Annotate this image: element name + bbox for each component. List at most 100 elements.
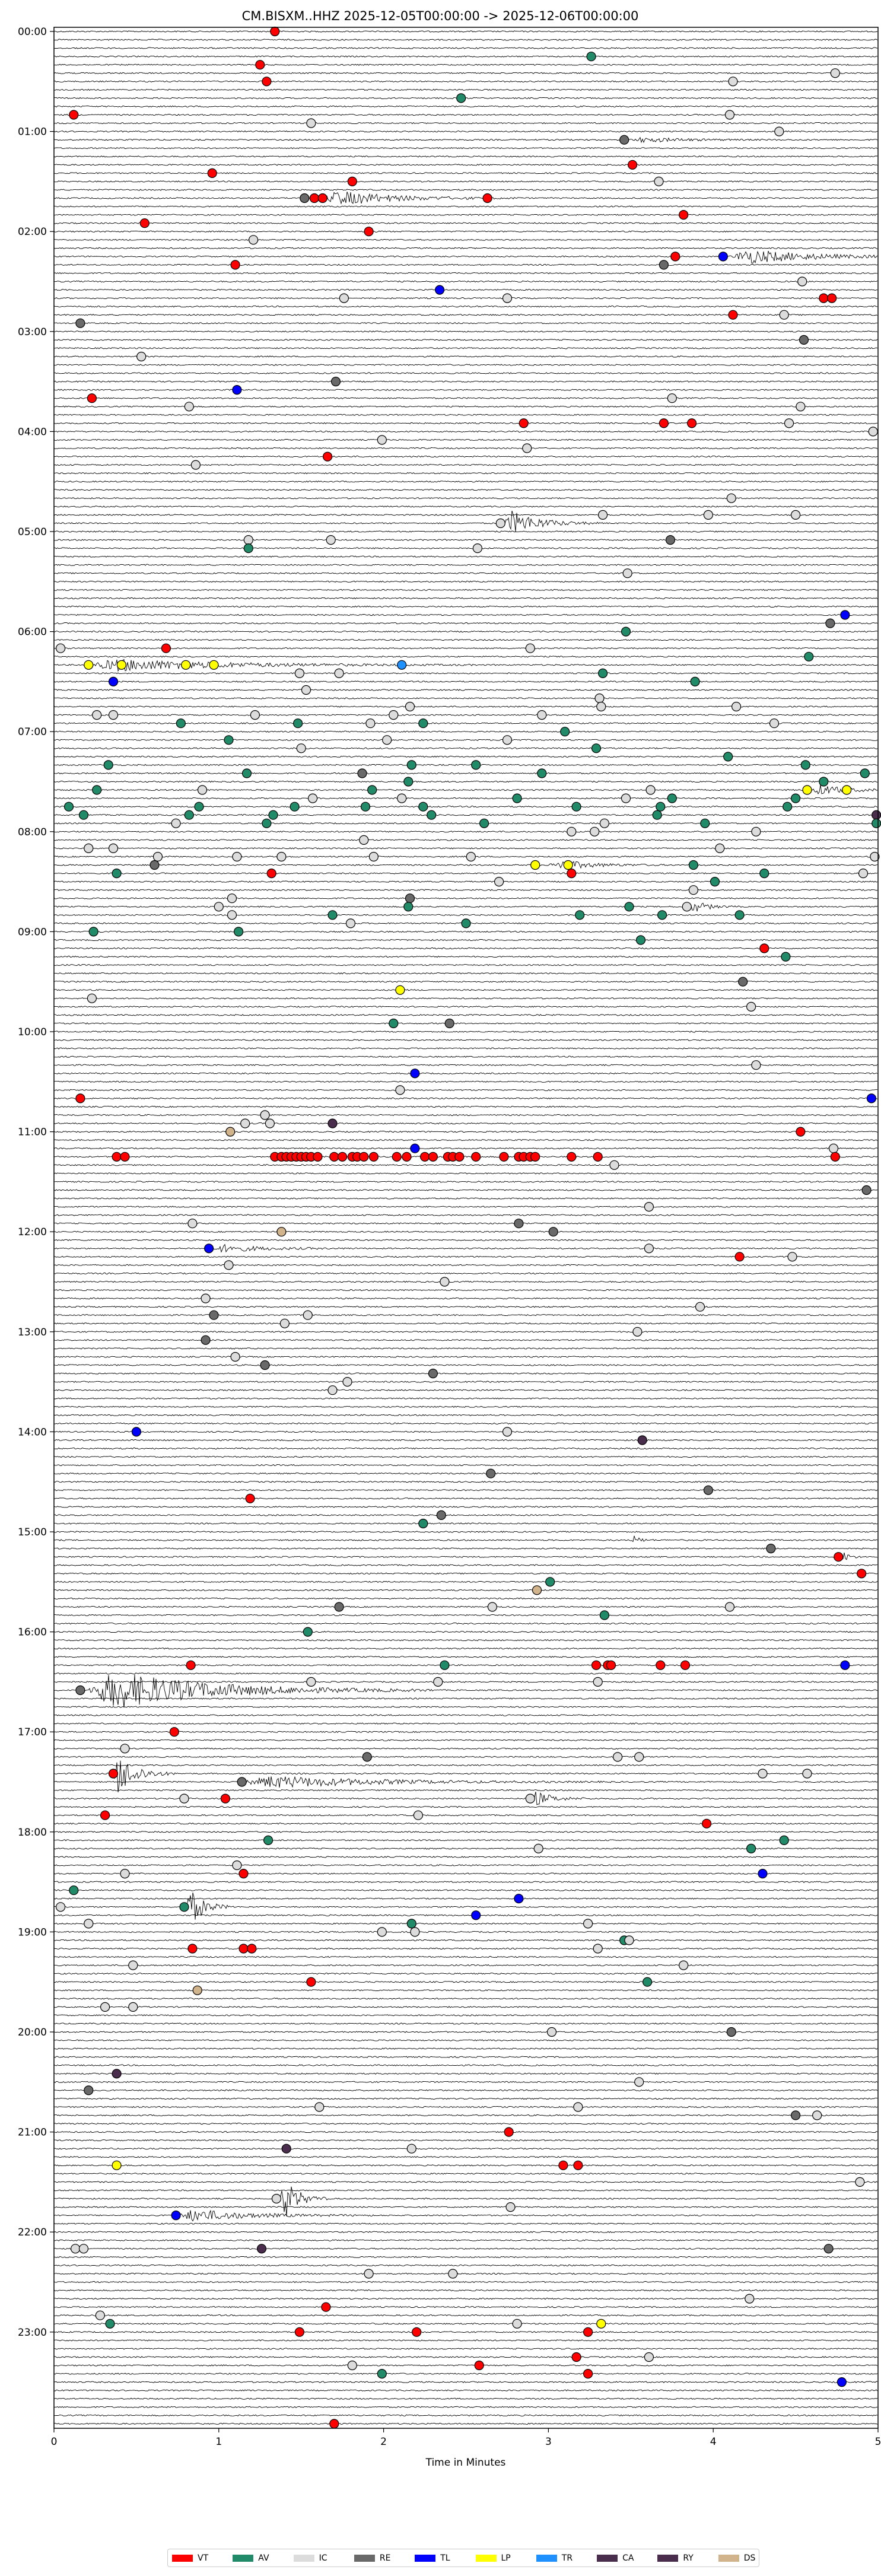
event-marker-tl — [108, 676, 119, 687]
event-marker-av — [624, 902, 634, 912]
trace-line — [53, 297, 878, 300]
event-marker-ic — [152, 851, 163, 862]
event-marker-vt — [670, 252, 680, 262]
event-marker-vt — [207, 168, 217, 178]
trace-line — [53, 2364, 878, 2367]
event-marker-av — [241, 768, 252, 778]
y-tick-label: 13:00 — [18, 1327, 47, 1338]
trace-line — [53, 230, 878, 233]
trace-line — [53, 172, 878, 174]
event-marker-ic — [301, 685, 311, 695]
event-marker-lp — [84, 660, 94, 670]
trace-line — [53, 1506, 878, 1508]
event-marker-ca — [281, 2144, 291, 2154]
legend-item-ds: DS — [718, 2553, 755, 2563]
event-marker-ic — [728, 77, 738, 87]
trace-line — [53, 1331, 878, 1333]
event-marker-ic — [624, 1935, 634, 1945]
trace-line — [53, 689, 878, 691]
trace-line — [53, 1080, 878, 1083]
event-marker-ds — [532, 1585, 542, 1595]
event-marker-ic — [100, 2002, 110, 2012]
trace-line — [53, 1364, 878, 1366]
event-marker-re — [84, 2085, 94, 2095]
event-marker-av — [78, 810, 89, 820]
y-tick-label: 08:00 — [18, 826, 47, 838]
event-marker-vt — [112, 1152, 122, 1162]
event-marker-re — [726, 2027, 736, 2037]
event-marker-ic — [751, 826, 761, 837]
event-marker-vt — [220, 1793, 230, 1804]
event-marker-av — [783, 802, 793, 812]
event-marker-re — [334, 1602, 344, 1612]
trace-line — [53, 1297, 878, 1300]
trace-line — [53, 1305, 878, 1308]
trace-line — [53, 1381, 878, 1383]
event-marker-av — [700, 818, 710, 828]
y-tick-label: 10:00 — [18, 1026, 47, 1038]
event-marker-ic — [502, 735, 513, 745]
trace-line — [53, 263, 878, 266]
event-marker-tl — [837, 2377, 847, 2387]
event-marker-ic — [622, 568, 632, 578]
event-marker-lp — [530, 860, 540, 870]
event-marker-av — [303, 1627, 313, 1637]
trace-line — [53, 1464, 878, 1467]
event-marker-ic — [779, 310, 789, 320]
event-marker-vt — [796, 1127, 806, 1137]
event-marker-ic — [679, 1960, 689, 1970]
trace-line — [53, 1397, 878, 1400]
event-marker-vt — [530, 1152, 540, 1162]
event-marker-ic — [487, 1602, 498, 1612]
event-marker-vt — [255, 60, 265, 70]
trace-line — [53, 2081, 878, 2083]
trace-line — [53, 1697, 878, 1700]
event-marker-av — [759, 868, 769, 879]
event-marker-re — [201, 1335, 211, 1345]
event-marker-vt — [108, 1769, 119, 1779]
trace-line — [53, 947, 878, 950]
trace-line — [53, 1814, 878, 1817]
trace-line — [53, 2047, 878, 2050]
trace-line — [53, 1823, 878, 1825]
trace-line — [53, 1356, 877, 1358]
event-marker-av — [586, 52, 596, 62]
legend-item-tr: TR — [536, 2553, 573, 2563]
event-marker-re — [405, 893, 415, 904]
event-marker-av — [360, 802, 371, 812]
event-marker-ic — [758, 1769, 768, 1779]
event-marker-re — [75, 318, 85, 328]
event-marker-re — [75, 1685, 85, 1696]
trace-line — [53, 580, 878, 583]
trace-line — [53, 1639, 878, 1642]
event-marker-re — [738, 977, 748, 987]
trace-line — [54, 1014, 878, 1016]
event-marker-ic — [197, 785, 208, 795]
event-marker-av — [224, 735, 234, 745]
trace-line — [53, 247, 878, 250]
event-marker-av — [367, 785, 377, 795]
trace-line — [53, 1031, 878, 1033]
event-marker-ic — [774, 126, 784, 136]
event-marker-ic — [55, 1902, 66, 1912]
event-marker-av — [471, 760, 481, 770]
event-marker-av — [723, 752, 733, 762]
trace-line — [53, 1630, 878, 1633]
event-marker-ic — [87, 993, 97, 1003]
event-marker-av — [734, 910, 745, 920]
event-marker-av — [560, 727, 570, 737]
trace-line — [53, 2231, 878, 2233]
event-marker-ic — [306, 118, 316, 128]
event-marker-vt — [359, 1152, 369, 1162]
trace-line — [53, 447, 878, 450]
event-marker-av — [293, 718, 303, 729]
event-marker-ic — [190, 460, 201, 470]
trace-line — [53, 2006, 878, 2008]
trace-line — [53, 930, 878, 933]
legend-item-ca: CA — [597, 2553, 634, 2563]
event-marker-av — [403, 902, 414, 912]
trace-line — [53, 280, 878, 283]
trace-line — [53, 489, 878, 491]
event-marker-ic — [583, 1919, 593, 1929]
